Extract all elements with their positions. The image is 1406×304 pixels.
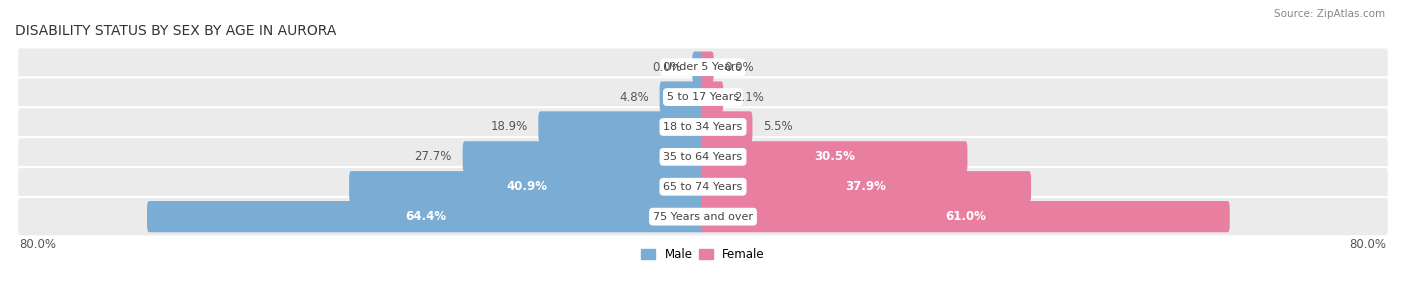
Text: 35 to 64 Years: 35 to 64 Years	[664, 152, 742, 162]
FancyBboxPatch shape	[17, 167, 1389, 206]
Text: DISABILITY STATUS BY SEX BY AGE IN AURORA: DISABILITY STATUS BY SEX BY AGE IN AUROR…	[15, 24, 336, 38]
FancyBboxPatch shape	[17, 77, 1389, 117]
FancyBboxPatch shape	[148, 201, 706, 232]
FancyBboxPatch shape	[349, 171, 706, 202]
FancyBboxPatch shape	[700, 141, 967, 172]
Text: 37.9%: 37.9%	[845, 180, 886, 193]
Text: 0.0%: 0.0%	[724, 61, 754, 74]
Text: 4.8%: 4.8%	[619, 91, 648, 104]
Text: 40.9%: 40.9%	[506, 180, 547, 193]
Text: 30.5%: 30.5%	[814, 150, 855, 163]
Text: 18.9%: 18.9%	[491, 120, 527, 133]
Legend: Male, Female: Male, Female	[637, 244, 769, 266]
Text: Source: ZipAtlas.com: Source: ZipAtlas.com	[1274, 9, 1385, 19]
FancyBboxPatch shape	[17, 47, 1389, 87]
FancyBboxPatch shape	[17, 107, 1389, 147]
Text: 75 Years and over: 75 Years and over	[652, 212, 754, 222]
FancyBboxPatch shape	[463, 141, 706, 172]
Text: 5 to 17 Years: 5 to 17 Years	[666, 92, 740, 102]
Text: 80.0%: 80.0%	[20, 237, 56, 250]
FancyBboxPatch shape	[659, 81, 706, 113]
Text: 18 to 34 Years: 18 to 34 Years	[664, 122, 742, 132]
FancyBboxPatch shape	[700, 52, 714, 83]
Text: 64.4%: 64.4%	[405, 210, 447, 223]
FancyBboxPatch shape	[692, 52, 706, 83]
Text: 65 to 74 Years: 65 to 74 Years	[664, 182, 742, 192]
FancyBboxPatch shape	[538, 111, 706, 143]
Text: 61.0%: 61.0%	[945, 210, 986, 223]
FancyBboxPatch shape	[700, 201, 1230, 232]
FancyBboxPatch shape	[700, 111, 752, 143]
FancyBboxPatch shape	[700, 171, 1031, 202]
Text: 80.0%: 80.0%	[1350, 237, 1386, 250]
FancyBboxPatch shape	[17, 197, 1389, 237]
Text: 5.5%: 5.5%	[763, 120, 793, 133]
FancyBboxPatch shape	[17, 137, 1389, 177]
FancyBboxPatch shape	[700, 81, 723, 113]
Text: 0.0%: 0.0%	[652, 61, 682, 74]
Text: 2.1%: 2.1%	[734, 91, 763, 104]
Text: 27.7%: 27.7%	[415, 150, 451, 163]
Text: Under 5 Years: Under 5 Years	[665, 62, 741, 72]
